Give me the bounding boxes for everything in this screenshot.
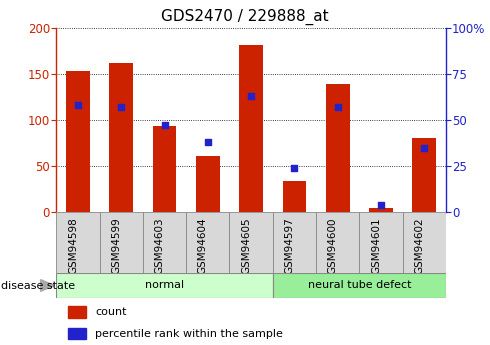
Point [74,102,82,108]
Point [161,123,169,128]
Point [291,165,298,171]
Text: disease state: disease state [1,281,75,290]
Text: GSM94602: GSM94602 [414,217,424,274]
Bar [229,212,273,273]
Bar [413,138,436,212]
Point [204,139,212,145]
Bar [99,212,143,273]
Bar [239,45,263,212]
Text: GSM94599: GSM94599 [111,217,121,274]
Bar [369,208,393,212]
Text: normal: normal [145,280,184,290]
Point [247,93,255,99]
Bar [326,84,349,212]
Text: GSM94601: GSM94601 [371,217,381,274]
Text: GDS2470 / 229888_at: GDS2470 / 229888_at [161,9,329,25]
Text: GSM94597: GSM94597 [284,217,294,274]
Text: GSM94604: GSM94604 [198,217,208,274]
Bar [68,306,86,318]
Text: neural tube defect: neural tube defect [308,280,411,290]
Bar [283,181,306,212]
Bar [196,156,220,212]
Bar [153,126,176,212]
Bar [186,212,229,273]
Text: percentile rank within the sample: percentile rank within the sample [95,328,283,338]
Bar [68,328,86,339]
Bar [316,212,359,273]
Polygon shape [41,279,55,291]
Bar [403,212,446,273]
Text: GSM94598: GSM94598 [68,217,78,274]
Text: count: count [95,307,127,317]
Text: GSM94600: GSM94600 [328,217,338,274]
Text: GSM94605: GSM94605 [241,217,251,274]
Bar [359,212,403,273]
Bar [143,212,186,273]
Bar [56,212,99,273]
Bar [273,212,316,273]
Point [117,104,125,110]
Bar [66,71,90,212]
Bar [109,63,133,212]
Bar [273,273,446,298]
Text: GSM94603: GSM94603 [154,217,165,274]
Point [420,145,428,150]
Bar [56,273,273,298]
Point [377,202,385,208]
Point [334,104,342,110]
